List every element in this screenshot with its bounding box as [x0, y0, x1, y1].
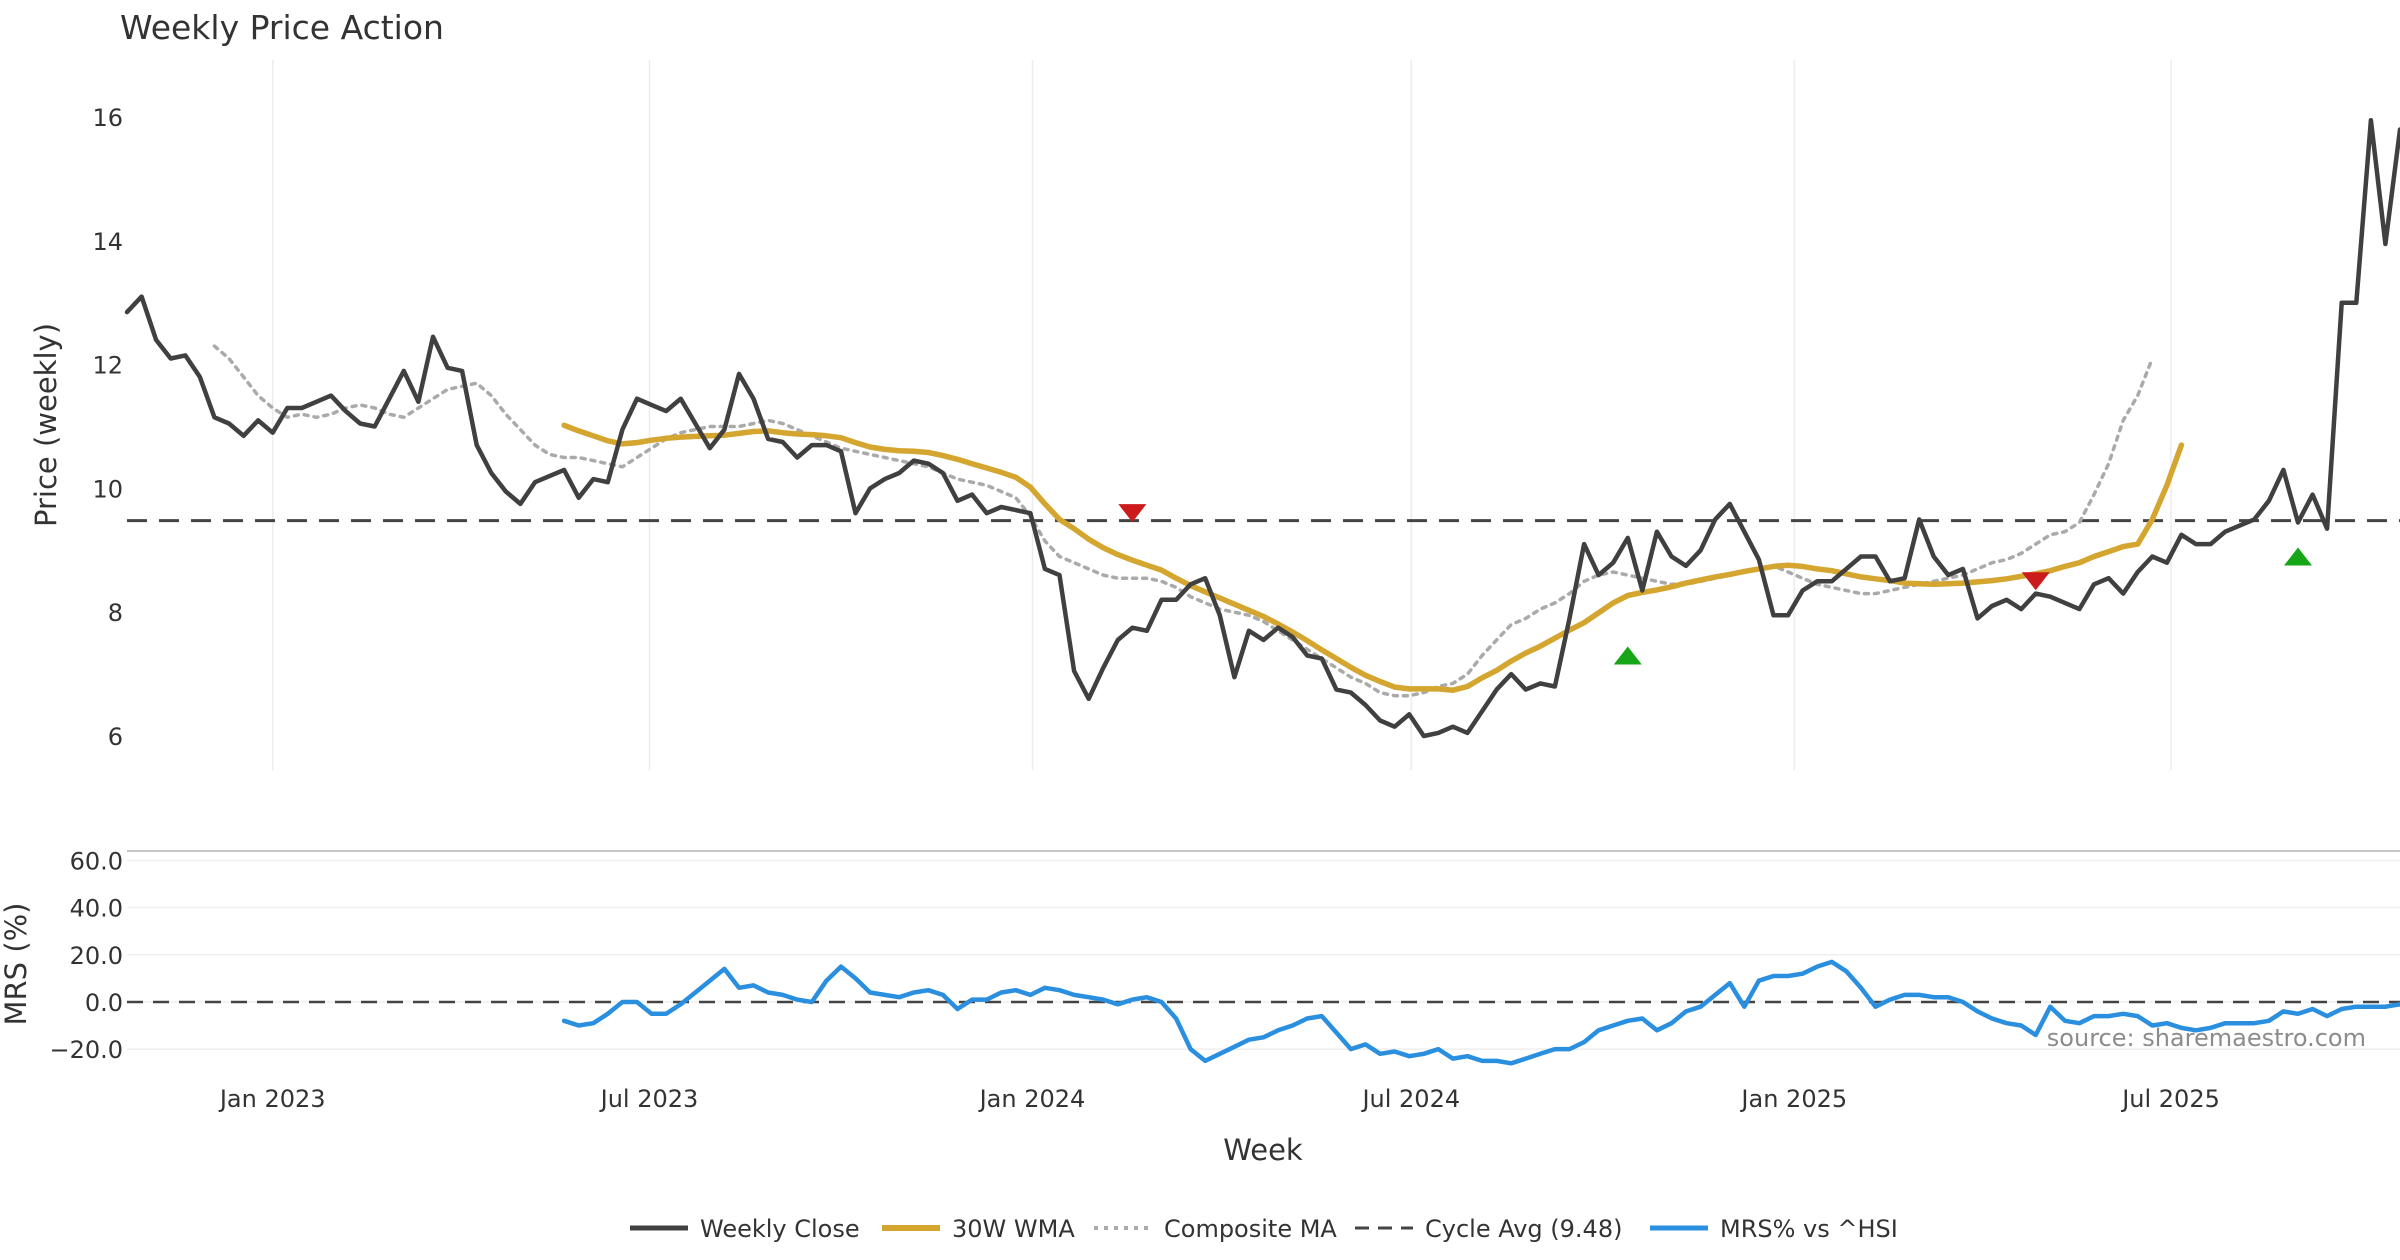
price-y-tick-label: 8	[108, 599, 123, 627]
x-tick-label: Jul 2023	[599, 1085, 699, 1113]
legend-composite-ma-label: Composite MA	[1164, 1215, 1337, 1243]
legend-weekly-close: Weekly Close	[630, 1215, 860, 1243]
chart-title: Weekly Price Action	[120, 8, 444, 47]
price-gridlines	[271, 60, 2172, 770]
price-y-tick-label: 12	[92, 352, 123, 380]
price-y-tick-label: 10	[92, 475, 123, 503]
x-tick-label: Jul 2024	[1360, 1085, 1460, 1113]
x-tick-label: Jan 2025	[1739, 1085, 1847, 1113]
mrs-y-tick-label: 0.0	[85, 989, 123, 1017]
mrs-y-tick-label: 60.0	[70, 847, 123, 875]
mrs-gridlines	[127, 859, 2400, 1050]
legend-weekly-close-label: Weekly Close	[700, 1215, 860, 1243]
x-axis-label: Week	[1223, 1133, 1303, 1167]
x-tick-labels: Jan 2023 Jul 2023 Jan 2024 Jul 2024 Jan 2025…	[218, 1085, 2220, 1113]
mrs-line	[561, 959, 2400, 1066]
price-y-ticks: 6 8 10 12 14 16	[92, 104, 123, 751]
mrs-y-tick-label: 40.0	[70, 895, 123, 923]
weekly-close-line	[124, 117, 2400, 739]
mrs-panel: 60.0 40.0 20.0 0.0 −20.0 MRS (%) source: sha…	[0, 847, 2400, 1066]
sell-signal-marker	[1118, 504, 1147, 523]
price-y-tick-label: 16	[92, 104, 123, 132]
mrs-y-tick-label: 20.0	[70, 942, 123, 970]
mrs-series-lines	[127, 959, 2400, 1066]
legend-composite-ma: Composite MA	[1094, 1215, 1337, 1243]
x-tick-label: Jan 2023	[218, 1085, 326, 1113]
mrs-y-ticks: 60.0 40.0 20.0 0.0 −20.0	[49, 847, 123, 1064]
buy-signal-marker	[2284, 547, 2313, 566]
legend-mrs-label: MRS% vs ^HSI	[1720, 1215, 1898, 1243]
legend-cycle-avg: Cycle Avg (9.48)	[1355, 1215, 1622, 1243]
sell-signal-marker	[2021, 572, 2050, 591]
legend-mrs: MRS% vs ^HSI	[1650, 1215, 1898, 1243]
price-panel: 6 8 10 12 14 16 Price (weekly)	[29, 60, 2400, 770]
mrs-y-tick-label: −20.0	[49, 1036, 123, 1064]
price-y-tick-label: 14	[92, 228, 123, 256]
price-y-tick-label: 6	[108, 723, 123, 751]
mrs-y-axis-label: MRS (%)	[0, 903, 33, 1026]
x-tick-label: Jul 2025	[2120, 1085, 2220, 1113]
legend-wma-label: 30W WMA	[952, 1215, 1075, 1243]
legend-wma: 30W WMA	[882, 1215, 1075, 1243]
price-series-lines	[124, 117, 2400, 739]
legend: Weekly Close 30W WMA Composite MA Cycle Avg…	[630, 1215, 1898, 1243]
buy-signal-marker	[1613, 646, 1642, 665]
signal-markers	[1118, 504, 2313, 665]
wma-30w-line	[561, 422, 2185, 693]
x-tick-label: Jan 2024	[978, 1085, 1086, 1113]
price-y-axis-label: Price (weekly)	[29, 323, 63, 527]
source-note: source: sharemaestro.com	[2047, 1024, 2366, 1052]
legend-cycle-avg-label: Cycle Avg (9.48)	[1425, 1215, 1622, 1243]
